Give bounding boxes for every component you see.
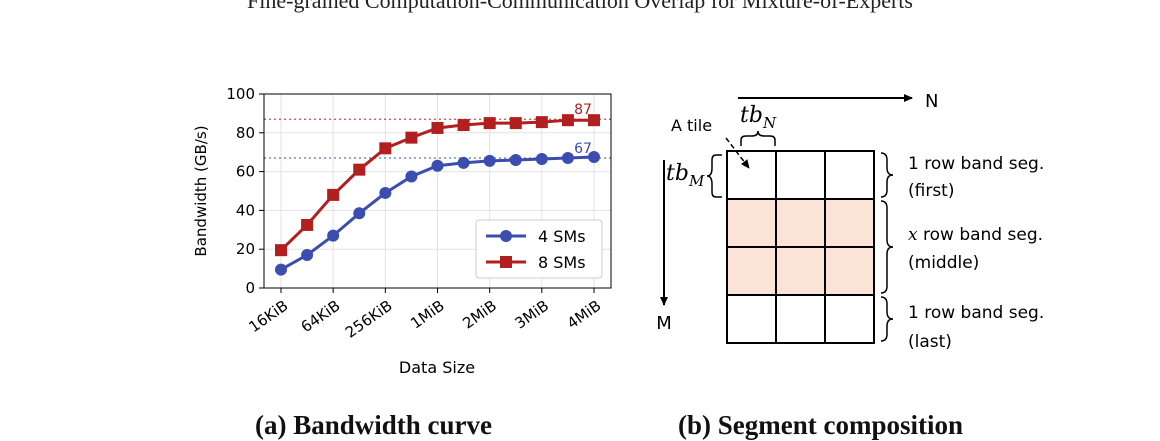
legend-marker-8sms — [500, 256, 512, 268]
tile-pointer-arrow — [725, 137, 750, 169]
caption-b: (b) Segment composition — [678, 410, 963, 440]
data-point — [561, 114, 574, 127]
y-tick-label: 80 — [236, 124, 255, 142]
tile-label: A tile — [671, 116, 712, 135]
data-point — [431, 159, 444, 172]
y-tick-label: 40 — [236, 201, 255, 219]
series-layer — [275, 114, 600, 276]
x-tick-label: 1MiB — [407, 297, 448, 333]
data-point — [275, 263, 287, 276]
legend-label-8sms: 8 SMs — [538, 253, 586, 272]
segment-brace-last — [880, 296, 894, 342]
data-point — [483, 154, 496, 167]
n-axis-label: N — [925, 91, 938, 112]
m-axis-label: M — [656, 313, 672, 334]
y-tick-label: 0 — [245, 279, 255, 297]
reference-lines: 67 87 — [264, 102, 611, 159]
segment-first-line2: (first) — [908, 181, 954, 201]
data-point — [588, 114, 600, 127]
data-point — [379, 142, 392, 155]
data-point — [405, 170, 418, 183]
tb-m-label: tbM — [666, 161, 705, 190]
data-point — [301, 249, 314, 262]
segment-brace-middle — [880, 200, 894, 294]
data-point — [483, 117, 496, 130]
tb-n-label: tbN — [740, 103, 777, 132]
tb-n-brace — [740, 130, 776, 146]
data-point — [509, 153, 522, 166]
x-tick-label: 64KiB — [298, 297, 344, 337]
data-point — [301, 218, 314, 231]
chart-legend: 4 SMs 8 SMs — [475, 219, 603, 279]
segment-middle-line1: x row band seg. — [908, 225, 1043, 245]
x-tick-label: 4MiB — [564, 297, 605, 333]
tile-grid — [726, 150, 875, 344]
data-point — [327, 229, 340, 242]
data-point — [457, 119, 470, 132]
segment-first-line1: 1 row band seg. — [908, 154, 1044, 174]
caption-a: (a) Bandwidth curve — [255, 410, 493, 440]
segment-last-line1: 1 row band seg. — [908, 303, 1044, 323]
y-tick-label: 20 — [236, 240, 255, 258]
x-tick-label: 2MiB — [459, 297, 500, 333]
legend-marker-4sms — [500, 230, 512, 242]
x-tick-label: 256KiB — [342, 297, 396, 342]
data-point — [457, 156, 470, 169]
tb-m-brace — [706, 154, 722, 198]
segment-brace-first — [880, 152, 894, 198]
data-point — [405, 131, 418, 144]
y-tick-label: 100 — [226, 85, 255, 103]
data-point — [353, 207, 366, 220]
data-point — [379, 186, 392, 199]
segment-diagram: N M tbN tbM A tile 1 row band seg. (firs… — [656, 91, 1044, 352]
segment-middle-line2: (middle) — [908, 253, 979, 273]
legend-label-4sms: 4 SMs — [538, 227, 586, 246]
x-tick-label: 16KiB — [245, 297, 291, 337]
data-point — [588, 151, 600, 164]
page-header: Fine-grained Computation-Communication O… — [247, 0, 913, 13]
data-point — [535, 116, 548, 129]
x-tick-label: 3MiB — [512, 297, 553, 333]
peak-label: 87 — [574, 102, 592, 118]
y-axis-label: Bandwidth (GB/s) — [192, 125, 210, 256]
data-point — [509, 117, 522, 130]
data-point — [561, 152, 574, 165]
data-point — [431, 121, 444, 134]
x-axis-label: Data Size — [399, 358, 475, 377]
peak-label: 67 — [574, 141, 592, 157]
segment-last-line2: (last) — [908, 332, 952, 352]
data-point — [353, 163, 366, 176]
y-tick-label: 60 — [236, 163, 255, 181]
data-point — [327, 188, 340, 201]
data-point — [275, 244, 287, 257]
data-point — [535, 152, 548, 165]
